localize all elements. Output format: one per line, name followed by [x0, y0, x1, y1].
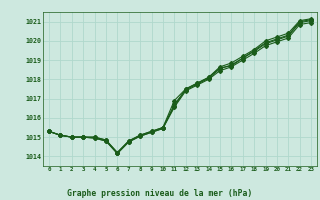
Text: Graphe pression niveau de la mer (hPa): Graphe pression niveau de la mer (hPa)	[68, 189, 252, 198]
